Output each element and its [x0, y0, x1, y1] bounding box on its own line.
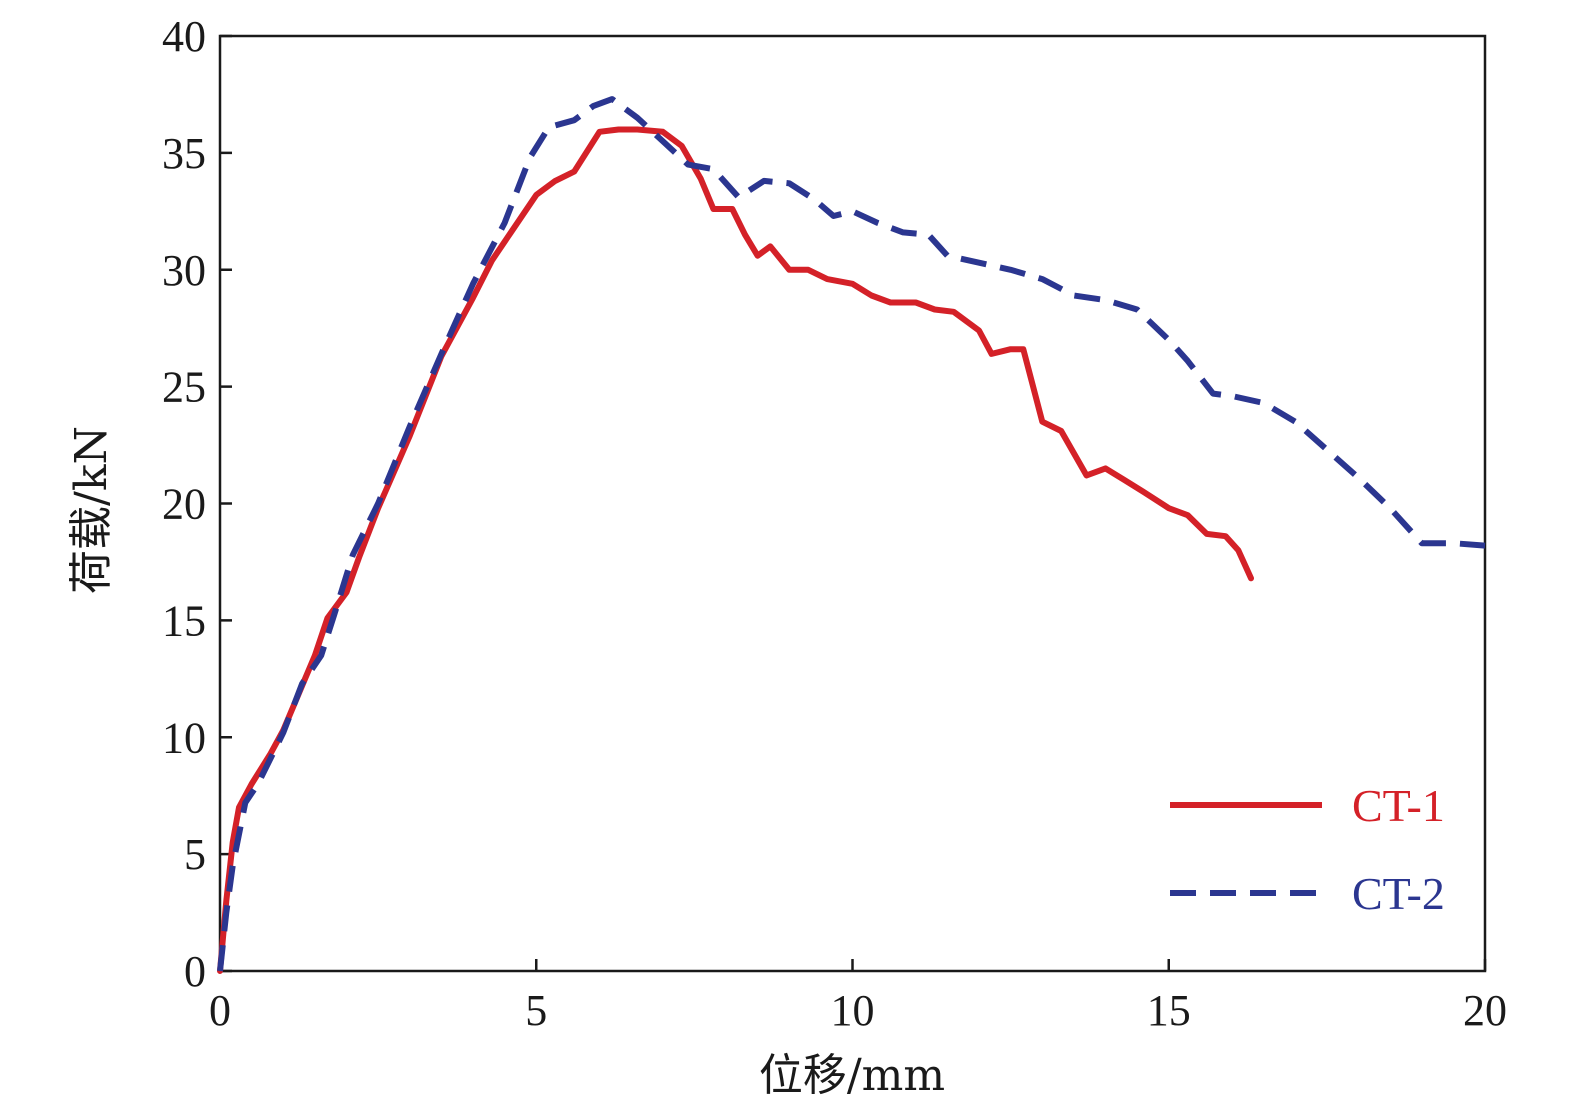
y-tick-label: 25 — [162, 363, 206, 412]
y-axis-title: 荷载/kN — [66, 426, 117, 594]
legend: CT-1 CT-2 — [1170, 780, 1445, 919]
plot-frame — [218, 34, 1487, 973]
y-tick-label: 35 — [162, 129, 206, 178]
x-tick-label: 0 — [209, 986, 231, 1035]
series-line-ct-1 — [217, 126, 1254, 974]
x-tick-label: 15 — [1147, 986, 1191, 1035]
x-axis-title: 位移/mm — [759, 1050, 945, 1101]
axis-ticks: 0 5 10 15 20 0 5 10 15 20 25 30 35 40 — [162, 12, 1507, 1035]
series-line-ct-2 — [217, 96, 1486, 972]
y-tick-label: 5 — [184, 830, 206, 879]
series-layer — [217, 96, 1486, 974]
y-tick-label: 20 — [162, 480, 206, 529]
x-tick-label: 10 — [831, 986, 875, 1035]
legend-label-ct-2: CT-2 — [1352, 868, 1445, 919]
y-tick-label: 15 — [162, 596, 206, 645]
y-tick-label: 40 — [162, 12, 206, 61]
y-tick-label: 30 — [162, 246, 206, 295]
x-tick-label: 5 — [525, 986, 547, 1035]
y-tick-label: 0 — [184, 947, 206, 996]
y-tick-label: 10 — [162, 713, 206, 762]
x-tick-label: 20 — [1463, 986, 1507, 1035]
legend-label-ct-1: CT-1 — [1352, 780, 1445, 831]
